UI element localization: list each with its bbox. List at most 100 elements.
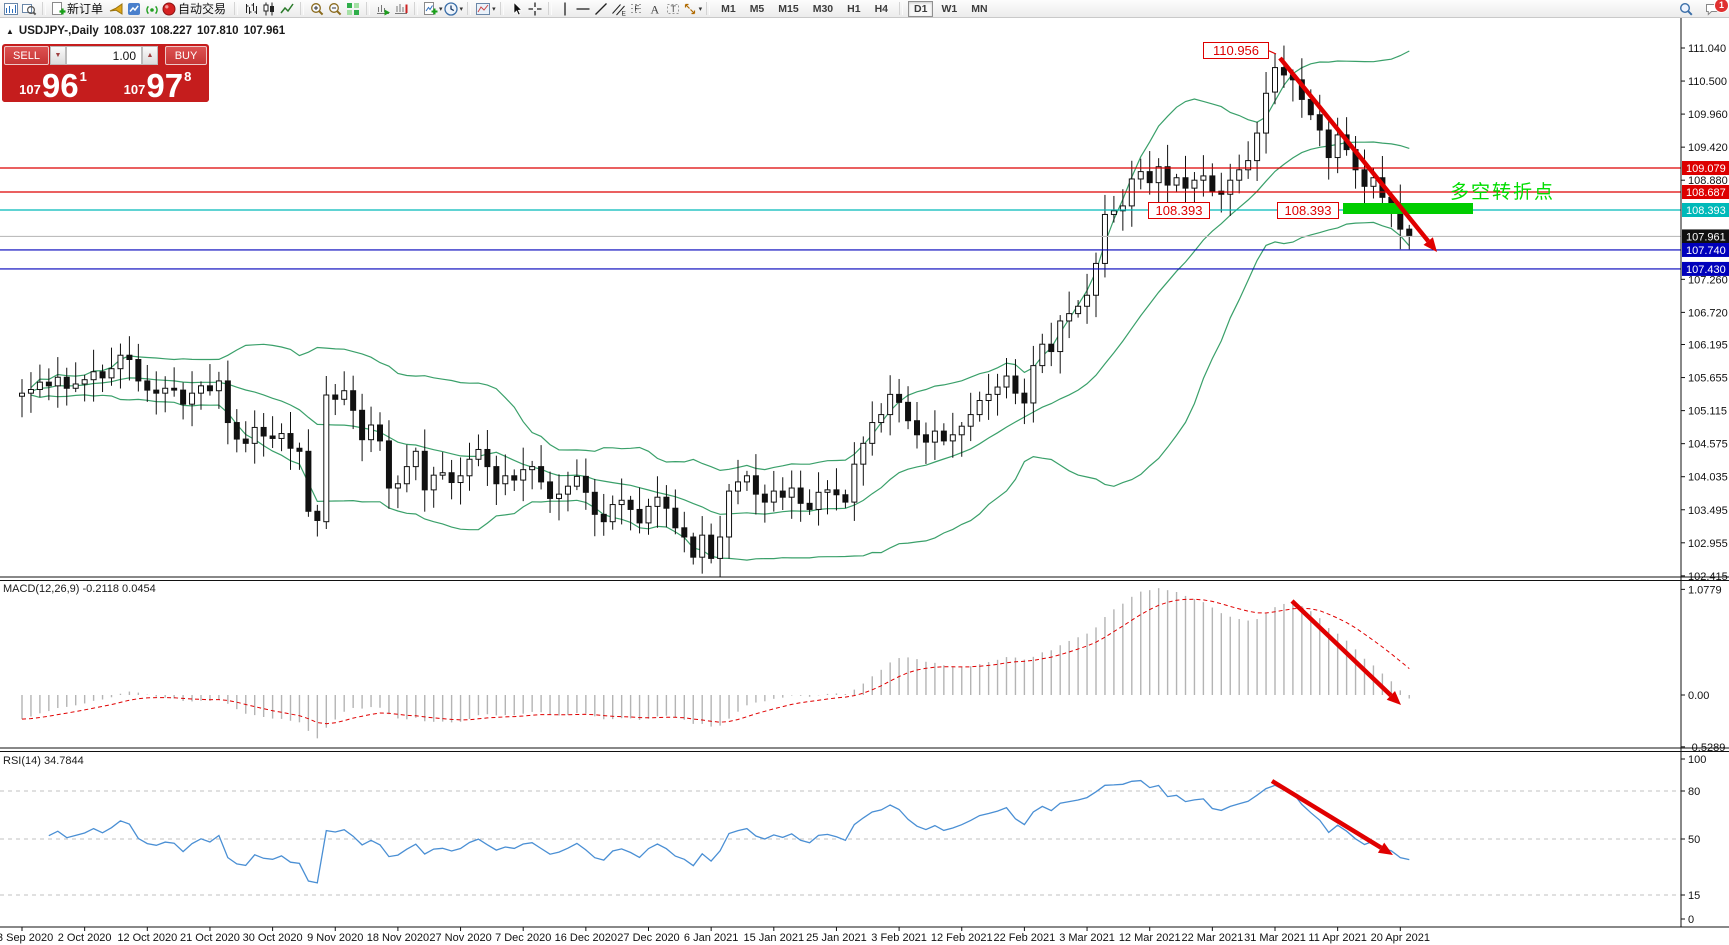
tile-windows-icon[interactable] xyxy=(344,1,362,17)
zoom-in-icon[interactable] xyxy=(308,1,326,17)
support-price-label-2[interactable]: 108.393 xyxy=(1277,202,1339,219)
chat-icon[interactable]: 1 xyxy=(1703,0,1729,17)
turning-point-text[interactable]: 多空转折点 xyxy=(1450,182,1556,203)
new-order-button[interactable]: 新订单 xyxy=(50,1,107,17)
chart-shift-icon[interactable] xyxy=(392,1,410,17)
candlestick xyxy=(90,371,97,381)
timeframe-button-d1[interactable]: D1 xyxy=(908,0,934,17)
arrows-icon[interactable]: ▾ xyxy=(682,1,702,17)
candlestick xyxy=(976,400,983,416)
highlight-zone[interactable] xyxy=(1343,203,1473,214)
candlestick xyxy=(72,383,79,389)
downtrend-arrow-price-head[interactable] xyxy=(1423,237,1438,252)
price-badge-label: 108.687 xyxy=(1686,187,1726,199)
timeframe-button-mn[interactable]: MN xyxy=(971,2,988,15)
line-chart-icon[interactable] xyxy=(278,1,296,17)
trendline-icon[interactable] xyxy=(592,1,610,17)
text-icon[interactable]: A xyxy=(646,1,664,17)
timeframe-button-m5[interactable]: M5 xyxy=(749,2,765,15)
candlestick xyxy=(180,389,187,405)
ask-big-figure: 107 xyxy=(123,82,146,97)
downtrend-arrow-rsi-head[interactable] xyxy=(1377,842,1393,855)
candle-chart-icon[interactable] xyxy=(260,1,278,17)
text-label-icon[interactable]: T xyxy=(664,1,682,17)
toolbar-separator xyxy=(300,2,305,15)
candlestick xyxy=(394,483,401,489)
autotrading-button[interactable]: 自动交易 xyxy=(161,1,230,17)
candlestick xyxy=(949,434,956,442)
sell-button[interactable]: SELL xyxy=(4,46,49,65)
templates-icon[interactable]: ▾ xyxy=(475,1,496,17)
downtrend-arrow-price[interactable] xyxy=(1278,56,1430,243)
signals-icon[interactable] xyxy=(125,1,143,17)
candlestick xyxy=(430,474,437,491)
price-badge-label: 108.393 xyxy=(1686,205,1726,217)
expand-arrow-icon[interactable]: ▲ xyxy=(6,26,14,36)
support-price-label-1[interactable]: 108.393 xyxy=(1148,202,1210,219)
candlestick xyxy=(1254,132,1261,162)
candlestick xyxy=(1084,294,1091,307)
volume-input[interactable]: 1.00 xyxy=(66,46,142,65)
date-axis-label: 21 Oct 2020 xyxy=(180,932,240,944)
channel-icon[interactable]: E xyxy=(610,1,628,17)
candlestick xyxy=(1227,179,1234,195)
search-icon[interactable] xyxy=(1677,1,1695,17)
bar-chart-icon[interactable] xyxy=(242,1,260,17)
price-badge-label: 107.740 xyxy=(1686,245,1726,257)
candlestick xyxy=(547,481,554,499)
downtrend-arrow-macd[interactable] xyxy=(1290,599,1393,697)
broadcast-icon[interactable] xyxy=(143,1,161,17)
vertical-line-icon[interactable] xyxy=(556,1,574,17)
auto-scroll-icon[interactable] xyxy=(374,1,392,17)
candlestick xyxy=(466,458,473,477)
price-axis-label: 110.500 xyxy=(1688,76,1727,88)
ask-price[interactable]: 107 97 8 xyxy=(106,67,209,102)
timeframe-button-m15[interactable]: M15 xyxy=(778,2,799,15)
volume-decrease-button[interactable]: ▼ xyxy=(50,46,66,65)
rsi-axis-label: 80 xyxy=(1688,786,1700,798)
downtrend-arrow-macd-head[interactable] xyxy=(1386,691,1401,705)
timeframe-button-m30[interactable]: M30 xyxy=(812,2,834,15)
crosshair-icon[interactable] xyxy=(526,1,544,17)
bollinger-upper-band xyxy=(30,50,1410,472)
svg-text:A: A xyxy=(650,2,659,16)
candlestick xyxy=(99,371,106,379)
chart-canvas[interactable]: 111.040 110.500 109.960 109.420 108.880 107.2… xyxy=(0,18,1729,945)
candlestick xyxy=(323,394,330,523)
price-badge xyxy=(1682,161,1729,176)
date-axis-label: 12 Feb 2021 xyxy=(931,932,993,944)
volume-increase-button[interactable]: ▲ xyxy=(142,46,158,65)
candlestick xyxy=(1245,160,1252,171)
candlestick xyxy=(403,466,410,485)
timeframe-button-h1[interactable]: H1 xyxy=(847,2,861,15)
candlestick xyxy=(1119,205,1126,212)
profile-icon[interactable] xyxy=(20,1,38,17)
timeframe-button-h4[interactable]: H4 xyxy=(874,2,889,15)
date-axis-label: 12 Mar 2021 xyxy=(1119,932,1181,944)
macd-signal-line xyxy=(21,598,1410,725)
timeframe-button-m1[interactable]: M1 xyxy=(721,2,736,15)
zoom-out-icon[interactable] xyxy=(326,1,344,17)
price-badge xyxy=(1682,242,1729,257)
date-axis-label: 22 Feb 2021 xyxy=(994,932,1056,944)
candlestick xyxy=(735,481,741,492)
market-horn-icon[interactable] xyxy=(107,1,125,17)
buy-button[interactable]: BUY xyxy=(165,46,207,65)
candlestick xyxy=(931,430,938,443)
candlestick xyxy=(484,448,491,468)
horizontal-line-icon[interactable] xyxy=(574,1,592,17)
downtrend-arrow-rsi[interactable] xyxy=(1270,779,1383,850)
new-chart-icon[interactable] xyxy=(2,1,20,17)
candlestick xyxy=(1155,166,1162,184)
candlestick xyxy=(1325,129,1332,159)
candlestick xyxy=(108,368,115,379)
indicators-icon[interactable]: ▾ xyxy=(422,1,443,17)
timeframe-button-w1[interactable]: W1 xyxy=(941,2,958,15)
cursor-icon[interactable] xyxy=(508,1,526,17)
fibonacci-icon[interactable]: F xyxy=(628,1,646,17)
periods-icon[interactable]: ▾ xyxy=(443,1,463,17)
peak-price-label[interactable]: 110.956 xyxy=(1203,42,1269,59)
bid-price[interactable]: 107 96 1 xyxy=(2,67,104,102)
candlestick xyxy=(36,381,43,390)
